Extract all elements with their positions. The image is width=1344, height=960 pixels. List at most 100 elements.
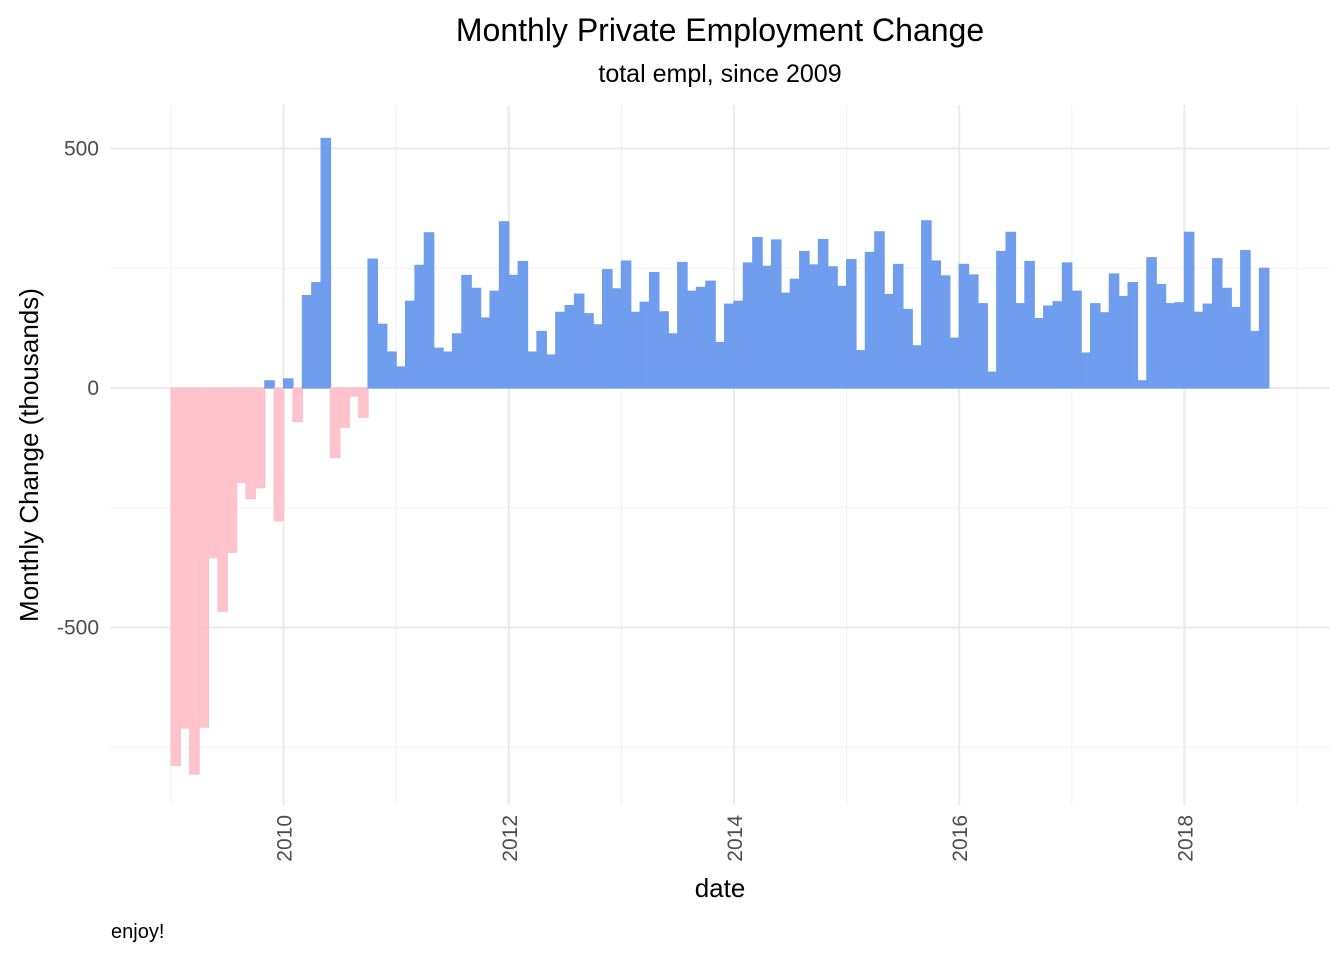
bar-positive bbox=[770, 239, 782, 389]
bar-positive bbox=[602, 269, 613, 389]
bar-negative bbox=[198, 387, 210, 728]
bar-positive bbox=[799, 250, 810, 389]
bar-positive bbox=[864, 251, 876, 389]
bar-positive bbox=[367, 258, 379, 389]
bar-positive bbox=[1089, 303, 1101, 389]
bar-negative bbox=[207, 387, 219, 559]
y-tick-label: -500 bbox=[57, 617, 99, 640]
y-axis-title: Monthly Change (thousands) bbox=[14, 288, 44, 622]
bar-positive bbox=[1033, 317, 1045, 389]
bar-positive bbox=[592, 324, 604, 389]
bar-positive bbox=[939, 275, 951, 389]
bar-negative bbox=[179, 387, 191, 729]
bar-positive bbox=[583, 313, 594, 389]
bar-positive bbox=[789, 278, 801, 389]
bar-positive bbox=[977, 303, 988, 389]
bar-positive bbox=[620, 260, 632, 389]
bar-positive bbox=[442, 351, 454, 389]
bar-positive bbox=[508, 274, 519, 389]
bar-positive bbox=[1108, 273, 1120, 389]
bar-positive bbox=[498, 221, 510, 389]
bar-positive bbox=[414, 264, 425, 389]
bar-positive bbox=[639, 301, 651, 389]
bar-negative bbox=[236, 387, 247, 483]
x-tick-label: 2016 bbox=[949, 815, 972, 862]
bar-positive bbox=[1136, 380, 1148, 389]
bar-positive bbox=[489, 290, 501, 389]
bar-positive bbox=[967, 274, 979, 389]
x-tick-label: 2012 bbox=[499, 815, 522, 862]
bar-positive bbox=[667, 333, 679, 389]
bar-positive bbox=[1099, 312, 1110, 389]
bar-positive bbox=[761, 265, 773, 389]
bar-positive bbox=[930, 260, 942, 389]
chart-caption: enjoy! bbox=[111, 921, 164, 943]
bar-series bbox=[170, 137, 1270, 775]
bar-positive bbox=[564, 305, 576, 389]
major-gridlines bbox=[110, 105, 1330, 805]
bar-positive bbox=[451, 333, 463, 389]
bar-positive bbox=[1071, 290, 1082, 389]
bar-positive bbox=[526, 351, 538, 389]
bar-positive bbox=[892, 263, 904, 389]
bar-positive bbox=[536, 330, 547, 389]
x-axis-title: date bbox=[695, 873, 746, 903]
bar-positive bbox=[1230, 306, 1242, 389]
bar-positive bbox=[742, 262, 754, 389]
bar-positive bbox=[1165, 303, 1176, 389]
x-tick-label: 2014 bbox=[724, 815, 747, 862]
bar-positive bbox=[1211, 258, 1223, 389]
bar-positive bbox=[283, 378, 294, 389]
minor-gridlines bbox=[110, 105, 1330, 805]
bar-positive bbox=[686, 290, 698, 389]
bar-positive bbox=[808, 264, 820, 389]
x-axis-tick-labels: 2010 2012 2014 2016 2018 bbox=[274, 815, 1198, 862]
bar-positive bbox=[845, 259, 857, 389]
bar-positive bbox=[470, 287, 482, 389]
y-tick-label: 0 bbox=[87, 377, 99, 400]
bar-positive bbox=[1080, 352, 1092, 389]
bar-positive bbox=[1005, 231, 1017, 389]
bar-positive bbox=[423, 232, 435, 389]
bar-positive bbox=[1193, 311, 1204, 389]
y-axis-tick-labels: 500 0 -500 bbox=[57, 138, 99, 640]
bar-negative bbox=[226, 387, 238, 553]
bar-negative bbox=[339, 387, 350, 428]
bar-negative bbox=[170, 387, 181, 767]
bar-positive bbox=[677, 261, 688, 389]
bar-positive bbox=[836, 285, 848, 389]
bar-positive bbox=[996, 250, 1007, 389]
bar-positive bbox=[733, 300, 744, 389]
bar-positive bbox=[705, 280, 716, 389]
bar-positive bbox=[1052, 301, 1064, 389]
bar-positive bbox=[517, 260, 529, 389]
bar-positive bbox=[404, 300, 416, 389]
bar-positive bbox=[1146, 257, 1157, 389]
bar-positive bbox=[320, 137, 332, 389]
bar-positive bbox=[264, 380, 275, 389]
bar-positive bbox=[958, 263, 970, 389]
bar-positive bbox=[714, 341, 726, 389]
bar-positive bbox=[1221, 287, 1232, 389]
bar-negative bbox=[189, 387, 200, 775]
y-tick-label: 500 bbox=[64, 138, 99, 161]
chart-title: Monthly Private Employment Change bbox=[456, 12, 984, 48]
bar-positive bbox=[1258, 267, 1270, 389]
bar-positive bbox=[1155, 283, 1167, 389]
bar-negative bbox=[245, 387, 257, 500]
bar-positive bbox=[817, 238, 829, 389]
bar-positive bbox=[855, 350, 866, 389]
bar-positive bbox=[752, 236, 763, 389]
bar-positive bbox=[827, 266, 838, 389]
bar-positive bbox=[648, 271, 660, 389]
bar-negative bbox=[329, 387, 341, 459]
bar-positive bbox=[630, 311, 641, 389]
bar-positive bbox=[883, 294, 895, 389]
bar-positive bbox=[780, 292, 791, 389]
bar-positive bbox=[902, 308, 913, 389]
bar-positive bbox=[724, 303, 735, 389]
bar-positive bbox=[949, 337, 960, 389]
x-tick-label: 2018 bbox=[1174, 815, 1197, 862]
bar-positive bbox=[1240, 249, 1251, 389]
